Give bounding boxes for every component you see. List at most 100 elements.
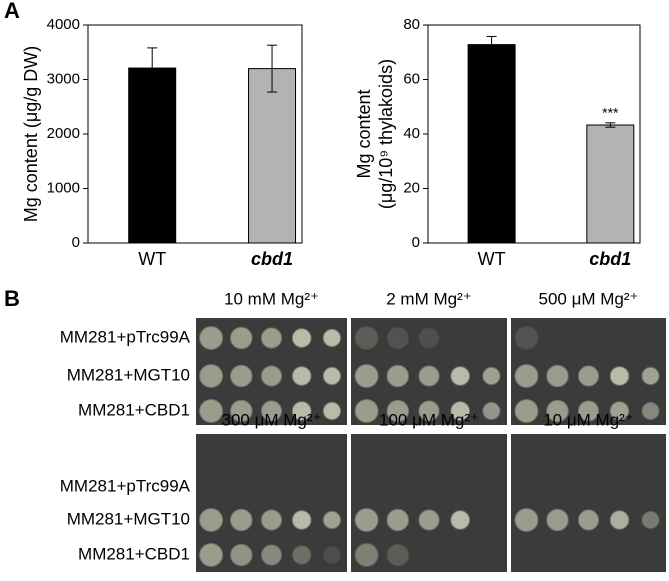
strain-label: MM281+CBD1 xyxy=(78,544,190,563)
colony-spot xyxy=(418,509,440,531)
y-tick-label: 40 xyxy=(403,125,420,142)
plate xyxy=(351,434,507,572)
colony-spot xyxy=(386,543,410,567)
panel-label: A xyxy=(4,0,20,23)
colony-spot xyxy=(260,400,283,422)
colony-spot xyxy=(230,508,253,532)
colony-spot xyxy=(418,327,440,349)
colony-spot xyxy=(577,509,600,531)
colony-spot xyxy=(514,364,539,388)
plate xyxy=(511,434,666,572)
condition-label: 2 mM Mg²⁺ xyxy=(386,289,471,308)
condition-label: 10 μM Mg²⁺ xyxy=(543,410,634,429)
y-axis-label: Mg content xyxy=(354,89,374,178)
y-tick-label: 4000 xyxy=(47,16,80,33)
colony-spot xyxy=(354,543,379,567)
y-tick-label: 3000 xyxy=(47,70,80,87)
colony-spot xyxy=(322,366,342,386)
condition-label: 300 μM Mg²⁺ xyxy=(221,410,321,429)
colony-spot xyxy=(291,401,312,421)
y-tick-label: 60 xyxy=(403,70,420,87)
colony-spot xyxy=(641,401,660,421)
colony-spot xyxy=(260,509,283,531)
colony-spot xyxy=(354,326,379,350)
colony-spot xyxy=(546,508,569,532)
colony-spot xyxy=(450,366,471,386)
colony-spot xyxy=(641,366,660,386)
colony-spot xyxy=(260,544,283,566)
bar xyxy=(248,68,297,244)
colony-spot xyxy=(418,400,440,422)
colony-spot xyxy=(322,328,342,348)
colony-spot xyxy=(546,364,569,388)
colony-spot xyxy=(291,510,312,530)
colony-spot xyxy=(199,326,224,350)
colony-spot xyxy=(641,510,660,530)
colony-spot xyxy=(577,365,600,387)
colony-spot xyxy=(609,401,630,421)
colony-spot xyxy=(386,399,410,423)
strain-label: MM281+MGT10 xyxy=(67,509,190,528)
colony-spot xyxy=(199,399,224,423)
colony-spot xyxy=(386,364,410,388)
y-tick-label: 20 xyxy=(403,179,420,196)
colony-spot xyxy=(354,508,379,532)
strain-label: MM281+CBD1 xyxy=(78,400,190,419)
colony-spot xyxy=(386,326,410,350)
y-tick-label: 0 xyxy=(72,234,80,251)
colony-spot xyxy=(386,508,410,532)
condition-label: 10 mM Mg²⁺ xyxy=(224,289,319,308)
colony-spot xyxy=(199,364,224,388)
error-bar xyxy=(267,44,278,93)
colony-spot xyxy=(609,510,630,530)
y-tick-label: 1000 xyxy=(47,179,80,196)
colony-spot xyxy=(482,401,501,421)
x-tick-label: cbd1 xyxy=(251,249,293,269)
colony-spot xyxy=(322,510,342,530)
colony-spot xyxy=(450,510,471,530)
colony-spot xyxy=(354,364,379,388)
colony-spot xyxy=(260,327,283,349)
y-tick-label: 2000 xyxy=(47,125,80,142)
bar xyxy=(128,67,177,244)
colony-spot xyxy=(418,365,440,387)
x-tick-label: WT xyxy=(478,249,506,269)
colony-spot xyxy=(609,366,630,386)
x-tick-label: WT xyxy=(138,249,166,269)
x-tick-label: cbd1 xyxy=(589,249,631,269)
colony-spot xyxy=(291,366,312,386)
colony-spot xyxy=(482,366,501,386)
error-bar xyxy=(605,122,616,128)
colony-spot xyxy=(322,401,342,421)
bar xyxy=(586,124,635,244)
error-bar xyxy=(486,35,497,54)
colony-spot xyxy=(260,365,283,387)
strain-label: MM281+MGT10 xyxy=(67,365,190,384)
colony-spot xyxy=(199,508,224,532)
colony-spot xyxy=(291,545,312,565)
colony-spot xyxy=(354,399,379,423)
panel-label: B xyxy=(4,286,20,311)
colony-spot xyxy=(199,543,224,567)
error-bar xyxy=(147,47,158,89)
y-axis-label: (μg/10⁹ thylakoids) xyxy=(376,59,396,209)
colony-spot xyxy=(514,508,539,532)
strain-label: MM281+pTrc99A xyxy=(60,327,191,346)
colony-spot xyxy=(230,364,253,388)
colony-spot xyxy=(291,328,312,348)
colony-spot xyxy=(230,399,253,423)
colony-spot xyxy=(514,399,539,423)
colony-spot xyxy=(577,400,600,422)
colony-spot xyxy=(230,543,253,567)
y-axis-label: Mg content (μg/g DW) xyxy=(21,46,41,222)
colony-spot xyxy=(546,399,569,423)
annotation: *** xyxy=(602,105,619,121)
condition-label: 500 μM Mg²⁺ xyxy=(538,289,638,308)
colony-spot xyxy=(514,326,539,350)
condition-label: 100 μM Mg²⁺ xyxy=(379,410,479,429)
strain-label: MM281+pTrc99A xyxy=(60,476,191,495)
colony-spot xyxy=(322,545,342,565)
y-tick-label: 80 xyxy=(403,16,420,33)
colony-spot xyxy=(230,326,253,350)
